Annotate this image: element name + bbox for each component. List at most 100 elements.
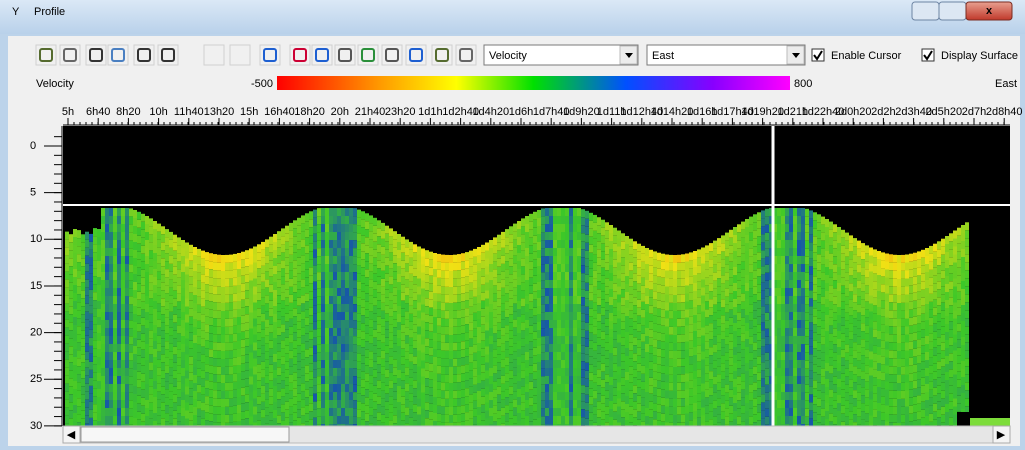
heat-cell (105, 320, 109, 328)
heat-cell (581, 233, 585, 241)
minimize-button[interactable] (912, 2, 939, 20)
heat-cell (849, 267, 853, 275)
heat-cell (845, 345, 849, 353)
heat-cell (93, 316, 97, 324)
heat-cell (369, 263, 373, 271)
heat-cell (173, 347, 177, 355)
heat-cell (661, 350, 665, 358)
heat-cell (245, 386, 249, 394)
heat-cell (693, 339, 697, 347)
heat-cell (381, 391, 385, 399)
heat-cell (777, 344, 781, 352)
heat-cell (305, 373, 309, 381)
heat-cell (205, 388, 209, 396)
heat-cell (817, 382, 821, 390)
heat-cell (209, 285, 213, 293)
heat-cell (581, 281, 585, 289)
heat-cell (625, 308, 629, 316)
heat-cell (209, 317, 213, 325)
heat-cell (169, 272, 173, 280)
heat-cell (753, 262, 757, 270)
heat-cell (529, 366, 533, 374)
heat-cell (157, 344, 161, 352)
heat-cell (385, 322, 389, 330)
heat-cell (85, 408, 89, 416)
heat-cell (661, 374, 665, 382)
heat-cell (405, 263, 409, 271)
heat-cell (549, 352, 553, 360)
toolbar-button[interactable] (230, 45, 250, 65)
heat-cell (245, 402, 249, 410)
heat-cell (709, 323, 713, 331)
heat-cell (477, 247, 481, 255)
heat-cell (609, 273, 613, 281)
heat-cell (265, 247, 269, 255)
heat-cell (805, 409, 809, 417)
heat-cell (693, 371, 697, 379)
heat-cell (105, 264, 109, 272)
heat-cell (249, 313, 253, 321)
heat-cell (89, 234, 93, 242)
heat-cell (437, 366, 441, 374)
heat-cell (421, 361, 425, 369)
heat-cell (481, 277, 485, 285)
heat-cell (717, 366, 721, 374)
heat-cell (445, 335, 449, 343)
heat-cell (365, 333, 369, 341)
heat-cell (101, 336, 105, 344)
heat-cell (217, 335, 221, 343)
heat-cell (113, 224, 117, 232)
heat-cell (477, 287, 481, 295)
maximize-button[interactable] (939, 2, 966, 20)
heat-cell (217, 383, 221, 391)
heat-cell (645, 392, 649, 400)
heat-cell (345, 376, 349, 384)
heat-cell (825, 419, 829, 426)
heat-cell (525, 240, 529, 248)
heat-cell (625, 380, 629, 388)
heat-cell (545, 272, 549, 280)
heat-cell (765, 417, 769, 425)
heat-cell (801, 256, 805, 264)
heat-cell (337, 248, 341, 256)
heat-cell (489, 352, 493, 360)
heat-cell (753, 310, 757, 318)
heat-cell (557, 288, 561, 296)
toolbar-button[interactable] (204, 45, 224, 65)
heat-cell (449, 295, 453, 303)
heat-cell (585, 219, 589, 227)
heat-cell (489, 280, 493, 288)
heat-cell (289, 335, 293, 343)
heat-cell (833, 248, 837, 256)
heat-cell (417, 255, 421, 263)
heat-cell (705, 245, 709, 253)
heat-cell (725, 289, 729, 297)
heat-cell (593, 247, 597, 255)
heat-cell (85, 264, 89, 272)
heat-cell (557, 256, 561, 264)
heat-cell (173, 339, 177, 347)
heat-cell (313, 274, 317, 282)
heat-cell (221, 343, 225, 351)
heat-cell (497, 259, 501, 267)
heat-cell (681, 390, 685, 398)
heat-cell (173, 307, 177, 315)
heat-cell (705, 381, 709, 389)
heat-cell (833, 224, 837, 232)
heat-cell (345, 352, 349, 360)
heat-cell (93, 332, 97, 340)
heat-cell (89, 314, 93, 322)
heat-cell (657, 341, 661, 349)
heat-cell (137, 300, 141, 308)
heat-cell (485, 291, 489, 299)
heat-cell (233, 382, 237, 390)
heat-cell (357, 250, 361, 258)
heat-cell (753, 366, 757, 374)
heat-cell (609, 265, 613, 273)
heat-cell (237, 365, 241, 373)
heat-cell (305, 293, 309, 301)
heat-cell (461, 317, 465, 325)
heat-cell (389, 252, 393, 260)
heat-cell (665, 343, 669, 351)
heat-cell (613, 244, 617, 252)
